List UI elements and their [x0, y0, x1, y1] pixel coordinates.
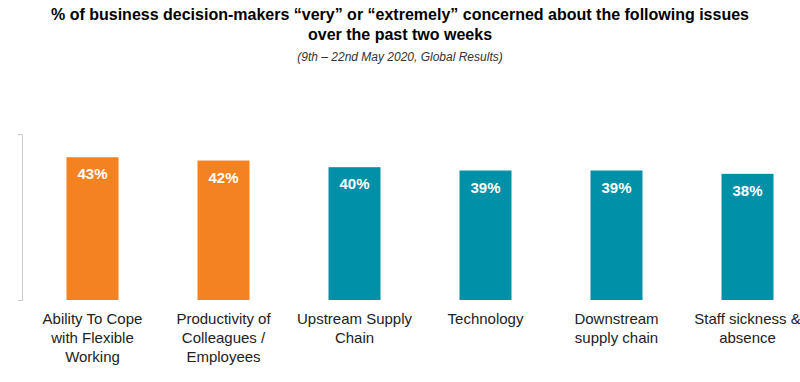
bar	[329, 167, 381, 300]
data-label: 38%	[732, 182, 762, 199]
bar	[460, 171, 512, 300]
y-tick-mark	[18, 134, 22, 135]
data-label: 39%	[470, 179, 500, 196]
y-axis	[18, 135, 23, 301]
data-label: 40%	[339, 175, 369, 192]
subtitle: (9th – 22nd May 2020, Global Results)	[297, 50, 502, 64]
x-tick: Ability To Copewith FlexibleWorking	[43, 300, 143, 365]
data-label: 42%	[208, 169, 238, 186]
x-axis: Ability To Copewith FlexibleWorking Produ…	[28, 300, 800, 365]
data-label: 43%	[77, 165, 107, 182]
x-tick-label: Upstream SupplyChain	[297, 310, 413, 346]
bar	[198, 161, 250, 300]
y-tick	[18, 300, 22, 301]
x-tick-label: Downstreamsupply chain	[574, 310, 658, 346]
x-tick: Productivity ofColleagues /Employees	[176, 300, 271, 365]
x-tick-label: Productivity ofColleagues /Employees	[176, 310, 271, 365]
y-axis-line	[18, 135, 23, 301]
bar	[722, 174, 774, 300]
x-axis-line	[28, 300, 800, 301]
x-tick: Downstreamsupply chain	[574, 300, 658, 346]
chart: % of business decision-makers “very” or …	[0, 0, 800, 382]
x-tick-label: Ability To Copewith FlexibleWorking	[43, 310, 143, 365]
y-tick-mark	[18, 300, 22, 301]
title: % of business decision-makers “very” or …	[51, 6, 749, 43]
x-tick-label: Staff sickness &absence	[694, 310, 800, 346]
x-tick: Technology	[448, 300, 524, 327]
data-labels: 43% 42% 40% 39% 39% 38%	[77, 165, 762, 199]
bar	[67, 157, 119, 300]
x-tick: Staff sickness &absence	[694, 300, 800, 346]
data-label: 39%	[601, 179, 631, 196]
x-tick: Upstream SupplyChain	[297, 300, 413, 346]
x-tick-label: Technology	[448, 310, 524, 327]
y-tick	[18, 134, 22, 135]
bar	[591, 171, 643, 300]
bars	[67, 157, 774, 300]
